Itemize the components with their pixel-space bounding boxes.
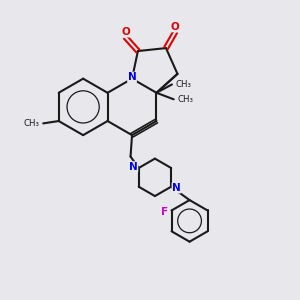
Text: F: F — [161, 207, 169, 217]
Text: N: N — [172, 183, 181, 193]
Text: CH₃: CH₃ — [177, 95, 193, 104]
Text: CH₃: CH₃ — [175, 80, 191, 89]
Text: CH₃: CH₃ — [24, 119, 40, 128]
Text: N: N — [129, 162, 138, 172]
Text: O: O — [171, 22, 180, 32]
Text: N: N — [128, 72, 136, 82]
Text: O: O — [121, 27, 130, 37]
